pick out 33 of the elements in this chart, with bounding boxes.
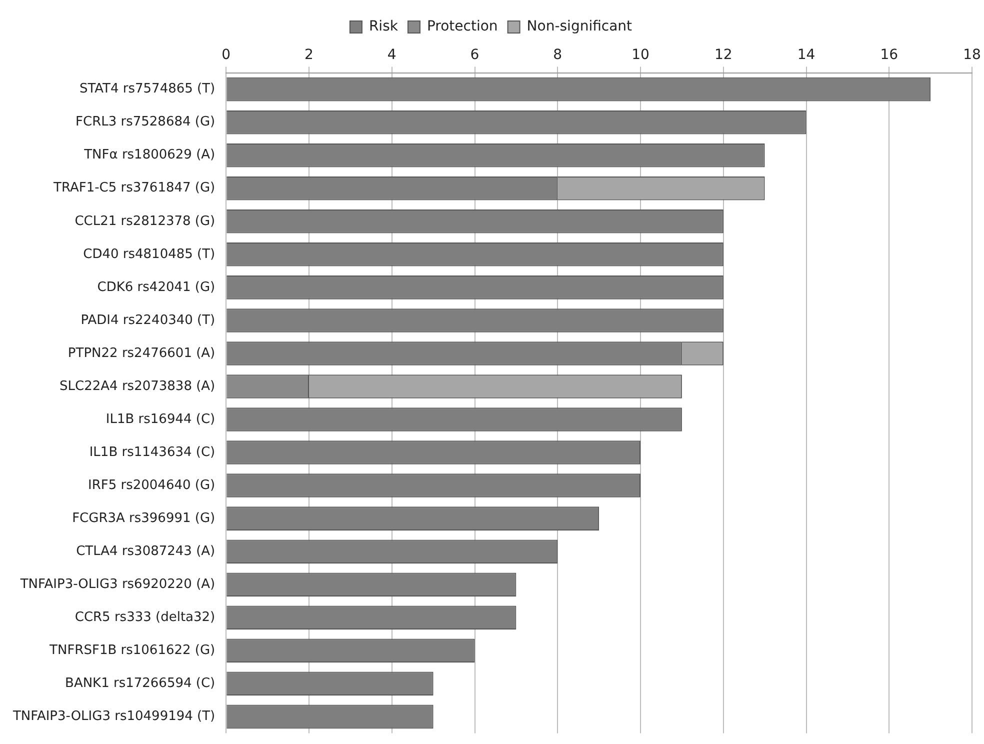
y-tick-label: PTPN22 rs2476601 (A)	[68, 346, 216, 361]
y-tick-label: TRAF1-C5 rs3761847 (G)	[52, 180, 216, 196]
y-tick-label: TNFAIP3-OLIG3 rs6920220 (A)	[19, 576, 216, 592]
y-tick-label: STAT4 rs7574865 (T)	[79, 82, 216, 97]
y-tick-label: FCGR3A rs396991 (G)	[72, 510, 216, 526]
y-tick-label: CD40 rs4810485 (T)	[83, 246, 216, 262]
y-tick-label: BANK1 rs17266594 (C)	[65, 676, 216, 692]
x-tick-label: 0	[222, 47, 231, 64]
y-tick-label: IL1B rs1143634 (C)	[89, 444, 216, 460]
y-tick-label: TNFAIP3-OLIG3 rs10499194 (T)	[12, 709, 216, 724]
x-tick-label: 12	[714, 47, 732, 64]
x-tick-label: 4	[387, 47, 396, 64]
y-tick-label: SLC22A4 rs2073838 (A)	[60, 378, 216, 394]
x-tick-label: 2	[304, 47, 314, 64]
x-tick-label: 10	[632, 47, 650, 64]
x-tick-label: 14	[797, 47, 816, 64]
x-tick-label: 6	[470, 47, 480, 64]
y-tick-label: FCRL3 rs7528684 (G)	[76, 114, 216, 130]
y-tick-label: CCR5 rs333 (delta32)	[74, 610, 216, 626]
legend-label: Risk	[368, 18, 399, 35]
legend-label: Protection	[426, 18, 498, 35]
y-tick-label: TNFRSF1B rs1061622 (G)	[48, 643, 216, 658]
x-tick-label: 16	[880, 47, 898, 64]
y-tick-label: IL1B rs16944 (C)	[106, 412, 216, 427]
y-tick-label: CCL21 rs2812378 (G)	[74, 214, 216, 229]
x-tick-label: 8	[553, 47, 562, 64]
legend-label: Non-significant	[526, 18, 633, 35]
y-tick-label: CDK6 rs42041 (G)	[97, 280, 216, 295]
x-tick-label: 18	[963, 47, 981, 64]
y-tick-label: CTLA4 rs3087243 (A)	[76, 544, 216, 559]
y-tick-label: IRF5 rs2004640 (G)	[88, 478, 216, 493]
y-tick-label: TNFα rs1800629 (A)	[83, 148, 216, 163]
y-tick-label: PADI4 rs2240340 (T)	[80, 312, 216, 328]
